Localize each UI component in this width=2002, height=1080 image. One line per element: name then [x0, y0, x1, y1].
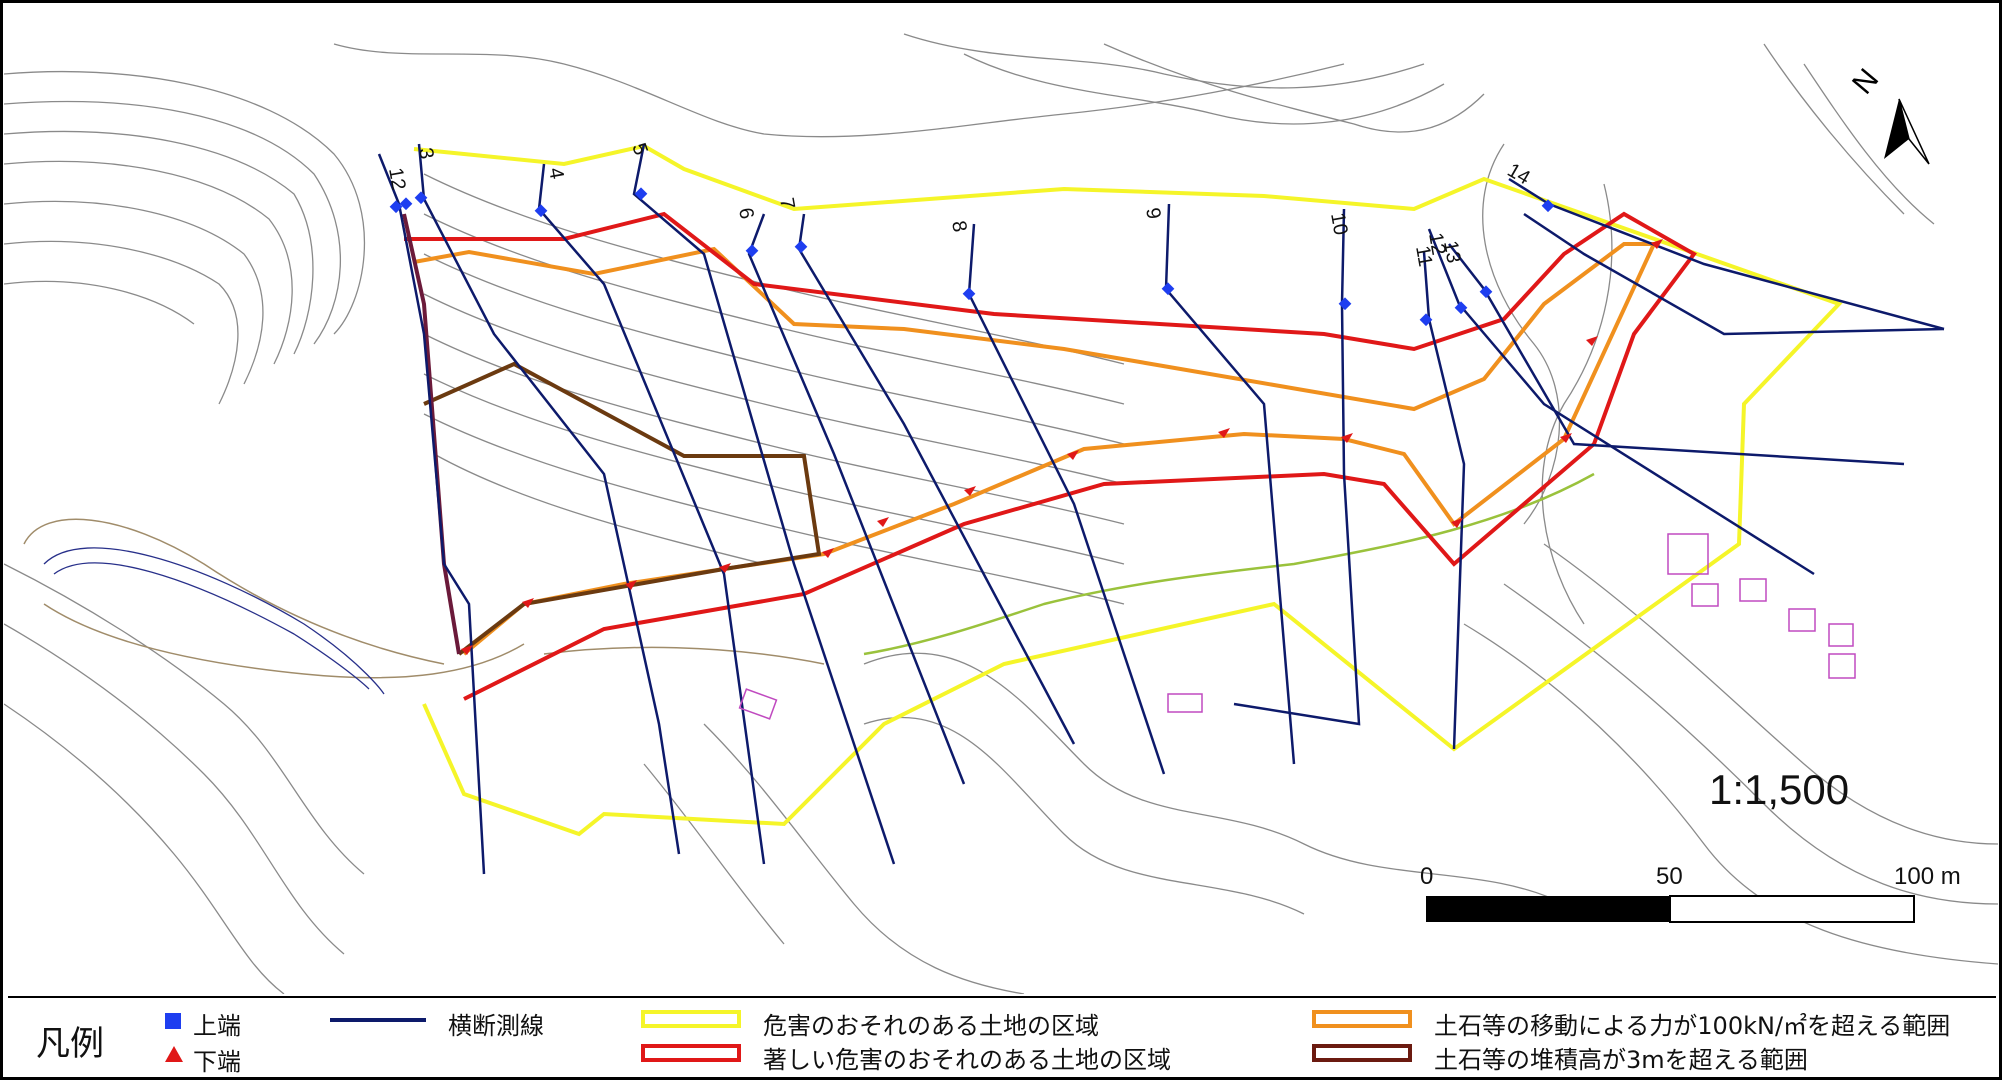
lower-marker: [719, 563, 731, 573]
section-number: 5: [627, 140, 651, 158]
upper-marker: [745, 244, 759, 258]
section-line-11: [1422, 251, 1466, 750]
legend: 凡例 上端 下端 横断測線 危害のおそれのある土地の区域 著しい危害のおそれのあ…: [8, 996, 1996, 1077]
legend-section-line: 横断測線: [448, 1012, 544, 1040]
lower-marker: [461, 645, 473, 655]
scale-bar-label-50: 50: [1656, 863, 1683, 890]
lower-marker: [877, 517, 889, 527]
section-number: 7: [775, 196, 799, 211]
upper-marker: [389, 200, 403, 214]
green-line: [863, 472, 1595, 656]
legend-deposit-zone: 土石等の堆積高が3mを超える範囲: [1434, 1046, 1808, 1074]
section-line-8: [967, 223, 1166, 775]
force-zone-icon: [1312, 1010, 1412, 1028]
legend-title: 凡例: [36, 1024, 104, 1064]
upper-marker: [414, 191, 428, 205]
section-number: 4: [544, 166, 568, 181]
lower-marker: [1451, 518, 1463, 528]
lower-marker: [1651, 239, 1663, 249]
section-number: 12: [384, 166, 410, 192]
section-number: 11: [1411, 244, 1436, 268]
lower-marker: [522, 598, 534, 608]
legend-upper-end: 上端: [193, 1012, 241, 1040]
lower-marker: [1341, 433, 1353, 443]
upper-marker: [1161, 282, 1175, 296]
upper-marker: [399, 197, 413, 211]
lower-marker: [625, 580, 637, 590]
legend-hazard-zone: 危害のおそれのある土地の区域: [763, 1012, 1099, 1040]
upper-end-icon: [165, 1013, 181, 1029]
section-line-icon: [330, 1018, 426, 1022]
lower-marker: [964, 486, 976, 496]
section-line-9: [1164, 203, 1296, 765]
contour-lines: [4, 33, 1998, 994]
lower-marker: [822, 548, 834, 558]
section-lines: [377, 143, 1945, 875]
map-canvas: 12 3 4 5 6 7 8 9 10 11 12 13 14 N 1:1,50…: [4, 4, 1998, 994]
legend-force-zone: 土石等の移動による力が100kN/㎡を超える範囲: [1434, 1012, 1951, 1040]
section-line-6: [747, 213, 966, 785]
section-line-12: [377, 153, 486, 875]
upper-marker: [1338, 297, 1352, 311]
legend-special-hazard-zone: 著しい危害のおそれのある土地の区域: [763, 1046, 1171, 1074]
lower-end-icon: [165, 1046, 183, 1062]
lower-end-markers: [461, 239, 1663, 655]
section-number: 13: [1439, 239, 1465, 265]
left-edge-line: [402, 213, 461, 655]
section-number: 14: [1504, 159, 1534, 189]
scale-bar-label-100: 100 m: [1894, 863, 1961, 890]
section-number: 12: [1424, 231, 1450, 257]
upper-marker: [962, 287, 976, 301]
lower-marker: [1560, 433, 1572, 443]
section-line-7: [797, 213, 1076, 745]
section-number: 3: [414, 146, 438, 161]
section-line-5: [632, 143, 896, 865]
lower-marker: [1067, 450, 1079, 460]
upper-marker: [634, 187, 648, 201]
section-line-4: [537, 163, 766, 865]
scale-ratio: 1:1,500: [1709, 766, 1849, 813]
section-line-3: [417, 143, 681, 855]
scale-bar: 0 50 100 m: [1420, 863, 1961, 923]
lower-marker: [1586, 336, 1598, 346]
upper-marker: [794, 240, 808, 254]
legend-lower-end: 下端: [193, 1048, 241, 1076]
section-line-12b: [1427, 228, 1815, 576]
deposit-zone-boundary: [423, 361, 822, 656]
pond: [43, 547, 385, 695]
section-number: 8: [947, 219, 971, 234]
section-line-10: [1233, 208, 1361, 726]
north-label: N: [1846, 63, 1885, 101]
north-arrow: N: [1846, 63, 1930, 165]
section-number: 6: [734, 206, 758, 221]
special-hazard-zone-boundary: [404, 211, 1697, 701]
section-line-13: [1448, 243, 1905, 466]
scale-bar-label-0: 0: [1420, 863, 1433, 890]
hazard-zone-icon: [641, 1010, 741, 1028]
hazard-zone-boundary: [413, 143, 1843, 837]
lower-marker: [1218, 428, 1230, 438]
road-outline: [23, 518, 825, 679]
special-hazard-zone-icon: [641, 1044, 741, 1062]
buildings: [738, 533, 1856, 720]
section-number: 10: [1326, 211, 1352, 237]
section-number: 9: [1141, 206, 1165, 221]
section-line-14: [1508, 177, 1945, 331]
deposit-zone-icon: [1312, 1044, 1412, 1062]
section-line-14b: [1523, 212, 1945, 336]
